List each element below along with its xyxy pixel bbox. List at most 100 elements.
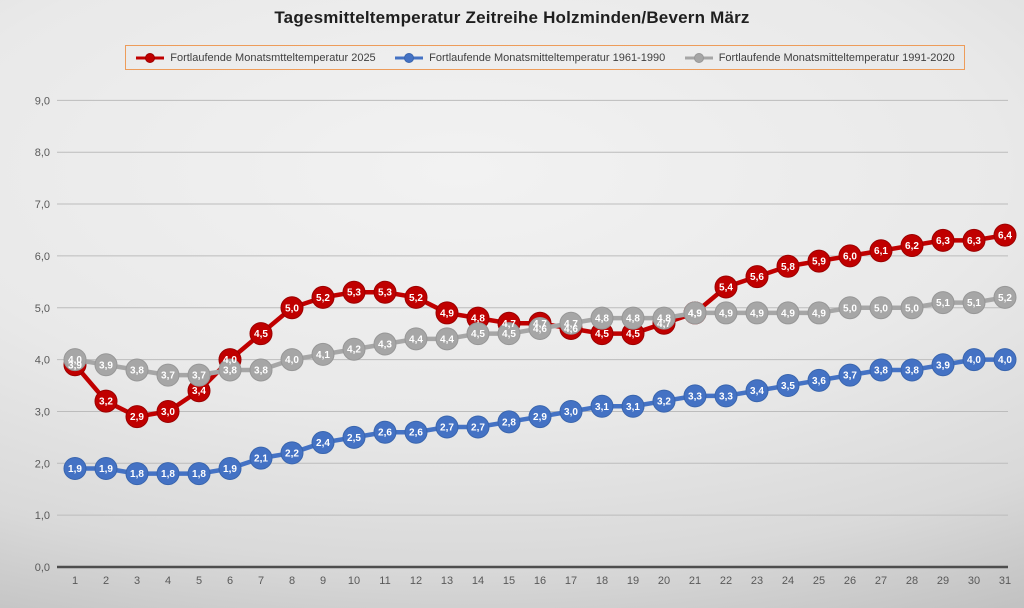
- data-point-label: 4,9: [750, 308, 764, 319]
- data-point-marker: [776, 254, 800, 278]
- data-point-label: 4,0: [998, 355, 1012, 366]
- x-axis-tick-label: 4: [165, 575, 171, 587]
- data-point-marker: [125, 405, 149, 429]
- legend-line-marker-icon: [395, 52, 424, 63]
- data-point-label: 4,0: [285, 355, 299, 366]
- data-point-marker: [156, 462, 180, 486]
- x-axis-tick-label: 8: [289, 575, 295, 587]
- data-point-marker: [249, 358, 273, 382]
- x-axis-tick-label: 15: [503, 575, 515, 587]
- x-axis-tick-label: 24: [782, 575, 794, 587]
- data-point-marker: [745, 301, 769, 325]
- data-point-marker: [590, 394, 614, 418]
- data-point-marker: [714, 301, 738, 325]
- data-point-marker: [838, 244, 862, 268]
- data-point-label: 1,9: [223, 464, 237, 475]
- data-point-label: 5,1: [967, 298, 981, 309]
- data-point-marker: [559, 311, 583, 335]
- data-point-marker: [745, 379, 769, 403]
- data-point-label: 4,5: [254, 329, 268, 340]
- data-point-label: 3,4: [192, 386, 206, 397]
- data-point-label: 5,0: [874, 303, 888, 314]
- data-point-label: 3,8: [130, 365, 144, 376]
- data-point-marker: [962, 348, 986, 372]
- data-point-marker: [156, 363, 180, 387]
- data-point-marker: [218, 358, 242, 382]
- data-point-marker: [993, 285, 1017, 309]
- data-point-label: 4,8: [595, 314, 609, 325]
- data-point-marker: [404, 285, 428, 309]
- data-point-label: 5,4: [719, 283, 733, 294]
- data-point-marker: [311, 431, 335, 455]
- legend-label: Fortlaufende Monatsmitteltemperatur 1961…: [429, 51, 666, 64]
- data-point-label: 5,9: [812, 257, 826, 268]
- legend-line-marker-icon: [136, 52, 165, 63]
- data-point-marker: [621, 394, 645, 418]
- data-point-marker: [156, 399, 180, 423]
- data-point-marker: [94, 389, 118, 413]
- data-point-label: 4,5: [471, 329, 485, 340]
- data-point-label: 5,8: [781, 262, 795, 273]
- x-axis-tick-label: 18: [596, 575, 608, 587]
- data-point-marker: [342, 425, 366, 449]
- x-axis-tick-label: 7: [258, 575, 264, 587]
- data-point-marker: [187, 462, 211, 486]
- data-point-label: 2,7: [440, 423, 454, 434]
- data-point-label: 4,5: [595, 329, 609, 340]
- data-point-label: 3,3: [688, 391, 702, 402]
- data-point-marker: [931, 291, 955, 315]
- data-point-label: 4,1: [316, 350, 330, 361]
- data-point-marker: [807, 249, 831, 273]
- data-point-label: 3,0: [564, 407, 578, 418]
- data-point-marker: [931, 228, 955, 252]
- y-axis-tick-label: 2,0: [35, 458, 50, 470]
- legend-label: Fortlaufende Monatsmtteltemperatur 2025: [170, 51, 376, 64]
- data-point-label: 3,3: [719, 391, 733, 402]
- data-point-marker: [838, 363, 862, 387]
- data-point-marker: [993, 348, 1017, 372]
- data-point-label: 2,2: [285, 448, 299, 459]
- data-point-label: 4,9: [440, 308, 454, 319]
- data-point-label: 4,8: [626, 314, 640, 325]
- data-point-marker: [342, 280, 366, 304]
- data-point-label: 6,3: [936, 236, 950, 247]
- data-point-label: 5,1: [936, 298, 950, 309]
- data-point-label: 5,6: [750, 272, 764, 283]
- data-point-marker: [838, 296, 862, 320]
- x-axis-tick-label: 25: [813, 575, 825, 587]
- data-point-label: 4,6: [533, 324, 547, 335]
- data-point-label: 4,9: [688, 308, 702, 319]
- data-point-label: 5,2: [316, 293, 330, 304]
- data-point-label: 1,8: [192, 469, 206, 480]
- data-point-marker: [466, 322, 490, 346]
- data-point-marker: [714, 384, 738, 408]
- data-point-marker: [869, 239, 893, 263]
- data-point-label: 3,9: [68, 360, 82, 371]
- data-point-label: 2,6: [378, 428, 392, 439]
- data-point-label: 5,2: [409, 293, 423, 304]
- data-point-marker: [311, 285, 335, 309]
- data-point-marker: [869, 358, 893, 382]
- data-point-label: 3,8: [254, 365, 268, 376]
- data-point-marker: [900, 234, 924, 258]
- data-point-marker: [528, 316, 552, 340]
- x-axis-tick-label: 22: [720, 575, 732, 587]
- data-point-marker: [683, 301, 707, 325]
- data-point-label: 4,0: [967, 355, 981, 366]
- data-point-label: 4,9: [812, 308, 826, 319]
- data-point-label: 4,7: [657, 319, 671, 330]
- x-axis-tick-label: 11: [379, 575, 390, 587]
- y-axis-tick-label: 5,0: [35, 303, 50, 315]
- data-point-marker: [807, 368, 831, 392]
- data-point-marker: [373, 280, 397, 304]
- x-axis-tick-label: 17: [565, 575, 577, 587]
- data-point-marker: [466, 415, 490, 439]
- data-point-label: 6,2: [905, 241, 919, 252]
- data-point-label: 4,4: [409, 334, 423, 345]
- legend-label: Fortlaufende Monatsmitteltemperatur 1991…: [718, 51, 955, 64]
- data-point-label: 4,9: [719, 308, 733, 319]
- data-point-marker: [280, 441, 304, 465]
- data-point-marker: [962, 291, 986, 315]
- data-point-label: 3,8: [223, 365, 237, 376]
